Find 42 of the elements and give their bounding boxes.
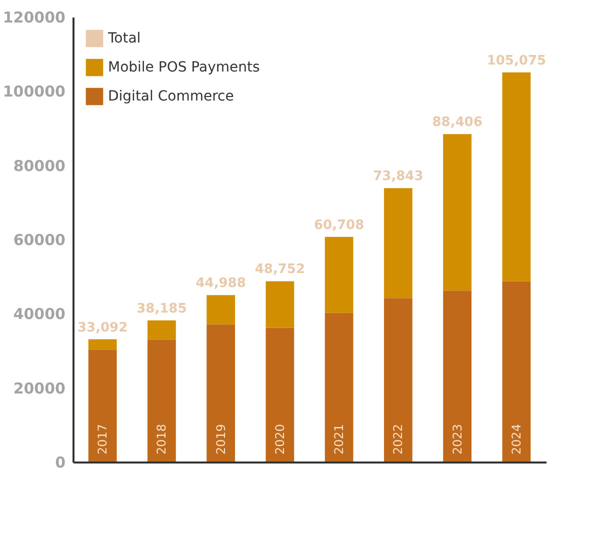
legend-label: Total bbox=[107, 30, 141, 46]
y-tick-label: 60000 bbox=[13, 231, 66, 249]
y-tick-label: 20000 bbox=[13, 379, 66, 398]
y-tick-label: 0 bbox=[55, 454, 66, 472]
x-tick-label: 2022 bbox=[391, 424, 406, 454]
total-label: 48,752 bbox=[254, 262, 306, 278]
total-label: 38,185 bbox=[136, 301, 187, 316]
bar bbox=[147, 340, 176, 462]
bar bbox=[384, 298, 412, 462]
bar bbox=[324, 312, 354, 462]
bar bbox=[266, 281, 294, 328]
bar bbox=[443, 290, 472, 462]
bar bbox=[502, 72, 531, 282]
bar bbox=[206, 324, 235, 462]
total-label: 44,988 bbox=[196, 276, 246, 292]
total-label: 105,075 bbox=[486, 53, 546, 68]
bar bbox=[324, 236, 354, 313]
total-label: 33,092 bbox=[77, 320, 128, 336]
bar bbox=[88, 350, 117, 462]
x-tick-label: 2021 bbox=[332, 424, 346, 454]
y-tick-label: 40000 bbox=[13, 305, 66, 324]
y-tick-label: 120000 bbox=[2, 8, 66, 26]
bar bbox=[266, 328, 294, 462]
y-tick-label: 100000 bbox=[2, 82, 66, 101]
x-tick-label: 2019 bbox=[214, 424, 228, 454]
y-tick-label: 80000 bbox=[13, 156, 66, 175]
bar bbox=[88, 339, 117, 350]
bar bbox=[502, 281, 531, 462]
x-tick-label: 2018 bbox=[154, 424, 169, 454]
x-tick-label: 2024 bbox=[509, 424, 524, 454]
legend-label: Mobile POS Payments bbox=[108, 60, 260, 76]
bar bbox=[443, 134, 472, 291]
bar bbox=[206, 295, 235, 324]
total-label: 60,708 bbox=[314, 218, 364, 233]
bar bbox=[147, 320, 176, 340]
x-tick-label: 2020 bbox=[272, 424, 287, 454]
bar bbox=[384, 188, 412, 298]
total-label: 73,843 bbox=[373, 169, 424, 184]
legend-label: Digital Commerce bbox=[108, 88, 234, 104]
x-tick-label: 2023 bbox=[450, 424, 464, 454]
total-label: 88,406 bbox=[432, 115, 482, 130]
x-tick-label: 2017 bbox=[96, 424, 110, 454]
